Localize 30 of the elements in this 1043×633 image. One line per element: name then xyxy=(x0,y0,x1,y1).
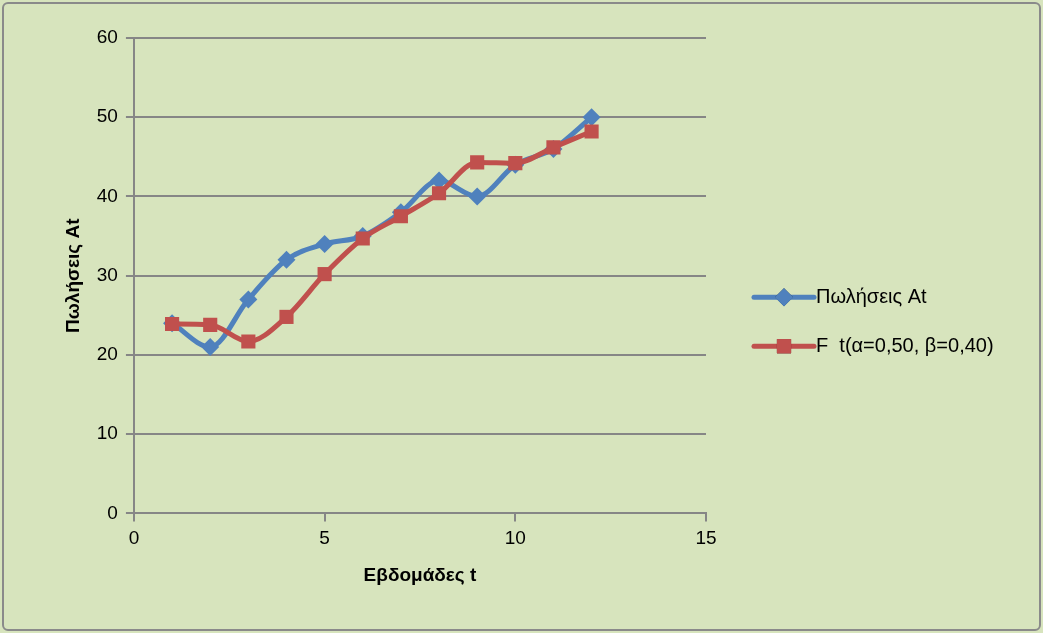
point xyxy=(582,108,601,127)
x-tick-label: 0 xyxy=(128,527,140,549)
y-tick-label: 60 xyxy=(96,26,118,48)
legend-label: F t(α=0,50, β=0,40) xyxy=(816,333,994,356)
point xyxy=(241,334,256,349)
y-tick-label: 50 xyxy=(96,105,118,127)
x-tick-label: 10 xyxy=(504,527,526,549)
x-axis-title: Εβδομάδες t xyxy=(363,563,477,585)
point xyxy=(203,317,218,332)
point xyxy=(315,235,334,254)
point xyxy=(201,338,220,357)
legend-label: Πωλήσεις At xyxy=(816,284,928,307)
y-tick-label: 10 xyxy=(96,422,118,444)
point xyxy=(355,231,370,246)
y-tick-label: 20 xyxy=(96,343,118,365)
x-tick-label: 5 xyxy=(319,527,330,549)
point xyxy=(470,155,485,170)
point xyxy=(277,250,296,269)
point xyxy=(279,309,294,324)
x-tick-label: 15 xyxy=(695,527,717,549)
y-tick-label: 40 xyxy=(96,184,118,206)
y-axis-title: Πωλήσεις At xyxy=(61,217,83,333)
point xyxy=(584,124,599,139)
point xyxy=(239,290,258,309)
y-tick-label: 0 xyxy=(107,501,118,523)
y-tick-label: 30 xyxy=(96,263,118,285)
point xyxy=(431,186,447,201)
point xyxy=(393,209,408,224)
point xyxy=(468,187,487,206)
point xyxy=(317,267,332,282)
